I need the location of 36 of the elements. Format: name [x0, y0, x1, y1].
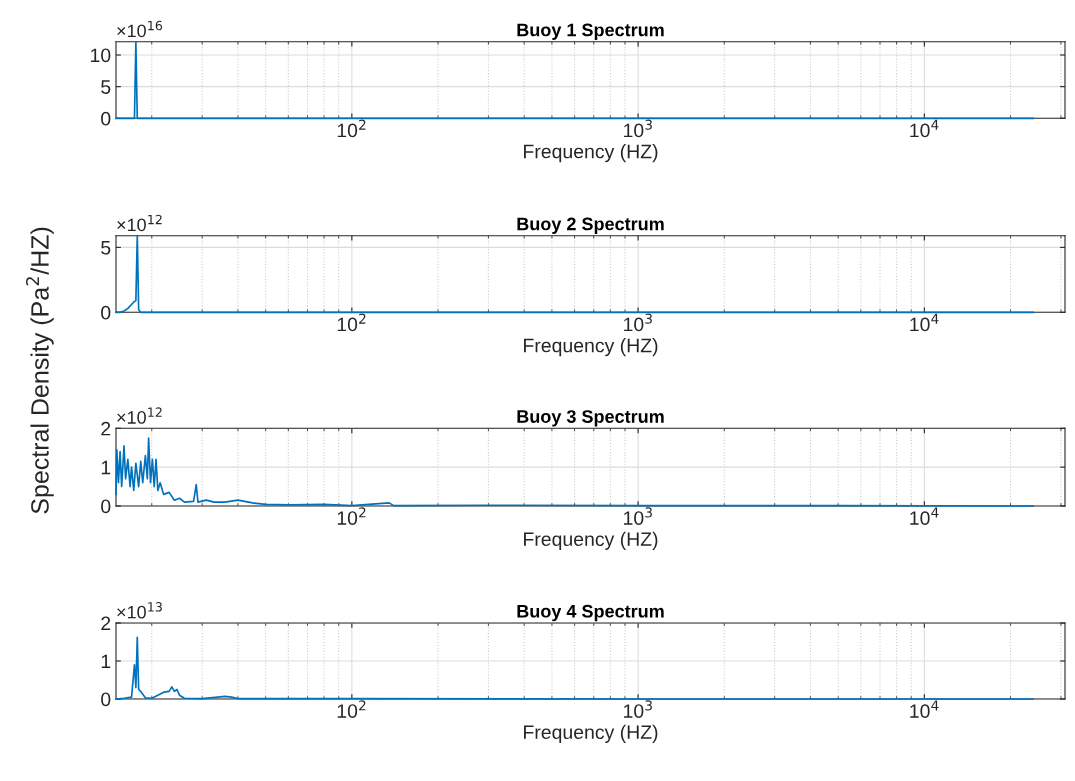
- x-axis-title: Frequency (HZ): [524, 144, 658, 163]
- y-tick-label: 5: [101, 241, 111, 255]
- x-tick-label: 10$^{3}$: [624, 507, 652, 525]
- y-tick-label: 0: [101, 692, 111, 707]
- chart-title: Buoy 4 Spectrum: [517, 604, 664, 622]
- x-tick-label: 10$^{2}$: [337, 700, 366, 718]
- y-tick-label: 0: [101, 305, 111, 320]
- x-tick-label: 10$^{4}$: [910, 119, 939, 138]
- y-tick-label: 1: [101, 460, 111, 475]
- x-tick-label: 10$^{3}$: [624, 700, 652, 718]
- y-tick-label: 10: [91, 48, 111, 63]
- x-axis-title: Frequency (HZ): [524, 338, 658, 357]
- text: ×10$^{13}$: [117, 602, 162, 619]
- y-tick-label: 2: [101, 616, 111, 631]
- chart-title: Buoy 3 Spectrum: [517, 410, 664, 427]
- y-tick-label: 0: [101, 111, 111, 126]
- x-tick-label: 10$^{2}$: [337, 507, 366, 525]
- x-axis-title: Frequency (HZ): [524, 724, 658, 743]
- text: ×10$^{12}$: [117, 214, 162, 232]
- x-tick-label: 10$^{2}$: [337, 313, 366, 332]
- x-tick-label: 10$^{3}$: [624, 119, 652, 138]
- text: ×10$^{12}$: [117, 407, 162, 424]
- x-tick-label: 10$^{3}$: [624, 313, 652, 332]
- chart-title: Buoy 2 Spectrum: [517, 217, 664, 234]
- x-tick-label: 10$^{4}$: [910, 507, 939, 526]
- text: ×10$^{16}$: [117, 20, 163, 38]
- x-axis-title: Frequency (HZ): [524, 531, 658, 550]
- y-tick-label: 2: [101, 421, 111, 436]
- y-tick-label: 1: [101, 654, 111, 669]
- y-tick-label: 5: [101, 80, 111, 94]
- y-tick-label: 0: [101, 499, 111, 514]
- x-tick-label: 10$^{2}$: [337, 119, 366, 138]
- y-axis-title: Spectral Density (Pa$^{2}$/HZ): [26, 227, 54, 514]
- x-tick-label: 10$^{4}$: [910, 700, 939, 719]
- chart-title: Buoy 1 Spectrum: [517, 23, 664, 40]
- x-tick-label: 10$^{4}$: [910, 313, 939, 332]
